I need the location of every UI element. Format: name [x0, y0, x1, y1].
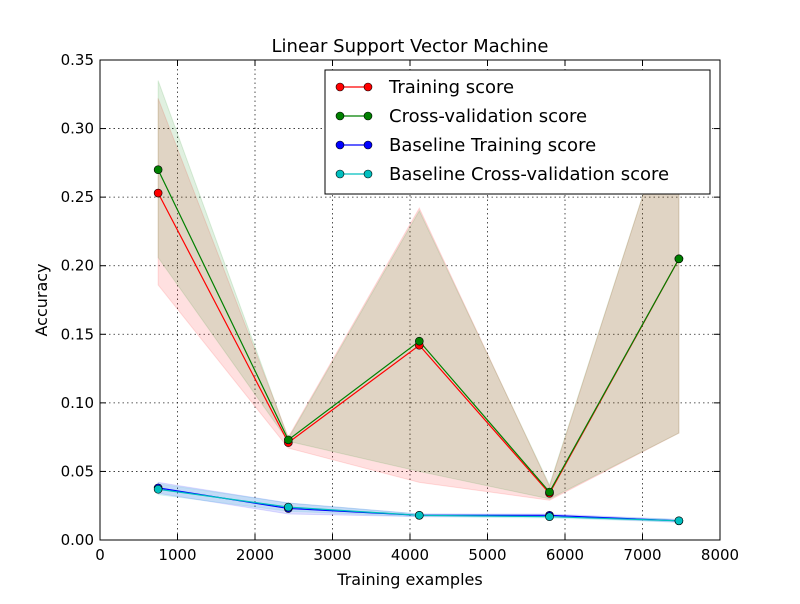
data-point — [284, 435, 293, 445]
x-tick-label: 8000 — [701, 546, 739, 564]
chart-title: Linear Support Vector Machine — [272, 36, 549, 57]
y-tick-label: 0.05 — [61, 462, 94, 480]
y-tick-label: 0.25 — [61, 188, 94, 206]
x-tick-label: 1000 — [158, 546, 196, 564]
x-tick-label: 2000 — [236, 546, 274, 564]
marker-layer — [153, 165, 684, 526]
y-tick-label: 0.10 — [61, 394, 94, 412]
y-tick-label: 0.35 — [61, 51, 94, 69]
legend-marker — [335, 82, 345, 92]
legend-marker — [363, 140, 373, 150]
legend-label: Training score — [388, 77, 514, 98]
x-tick-label: 0 — [95, 546, 105, 564]
grid-layer — [100, 60, 720, 540]
confidence-band — [157, 83, 680, 501]
legend: Training score Cross-validation score Base… — [324, 69, 711, 195]
data-point — [153, 165, 163, 175]
legend-frame — [324, 69, 711, 195]
legend-entries: Training score Cross-validation score Base… — [335, 77, 669, 185]
tick-layer: 0 1000 2000 3000 4000 5000 6000 7000 8000 0.00 0.0… — [61, 51, 740, 564]
legend-marker — [363, 111, 373, 121]
x-tick-label: 5000 — [468, 546, 506, 564]
y-tick-label: 0.00 — [61, 531, 94, 549]
data-point — [674, 254, 684, 264]
x-tick-label: 4000 — [391, 546, 429, 564]
x-tick-label: 6000 — [546, 546, 584, 564]
data-point — [153, 484, 163, 494]
legend-marker — [335, 111, 345, 121]
y-tick-label: 0.30 — [61, 120, 94, 138]
x-axis-label: Training examples — [336, 570, 482, 589]
data-point — [674, 516, 684, 526]
data-point — [545, 487, 554, 497]
legend-marker — [335, 169, 345, 179]
data-point — [284, 502, 293, 512]
x-tick-label: 7000 — [623, 546, 661, 564]
y-tick-label: 0.20 — [61, 257, 94, 275]
legend-label: Baseline Training score — [389, 135, 596, 156]
y-tick-label: 0.15 — [61, 325, 94, 343]
legend-marker — [363, 82, 373, 92]
x-tick-label: 3000 — [313, 546, 351, 564]
data-point — [414, 336, 424, 346]
legend-marker — [335, 140, 345, 150]
y-axis-label: Accuracy — [32, 263, 51, 336]
data-point — [153, 188, 163, 198]
confidence-band — [157, 80, 680, 500]
legend-label: Baseline Cross-validation score — [389, 164, 669, 185]
data-point — [545, 512, 554, 521]
legend-label: Cross-validation score — [389, 106, 587, 127]
data-point — [414, 511, 424, 520]
legend-marker — [363, 169, 373, 179]
